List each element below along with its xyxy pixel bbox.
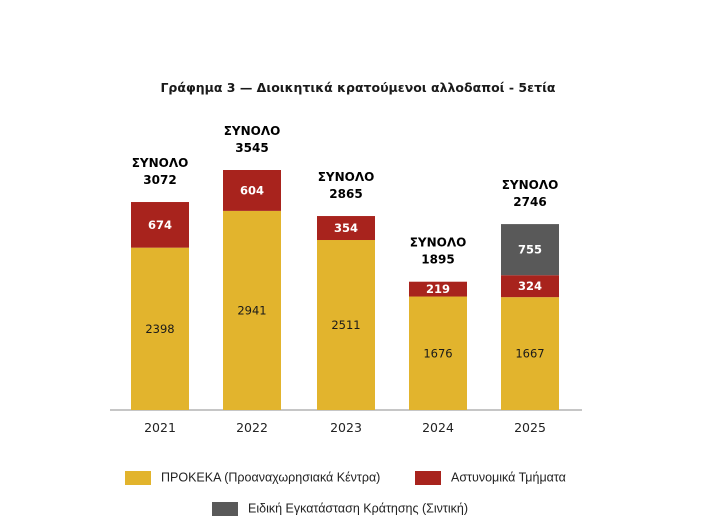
bar-segment-2024-series-1 [409,281,467,297]
chart-title: Γράφημα 3 — Διοικητικά κρατούμενοι αλλοδ… [160,80,556,95]
data-label-2025-series-0: 1667 [515,347,544,361]
legend-swatch-police-stations [415,470,441,485]
bar-segment-2025-series-2 [501,224,559,276]
legend-item-police-stations: Αστυνομικά Τμήματα [415,470,566,485]
data-label-2021-series-0: 2398 [145,322,174,336]
data-label-2022-series-1: 604 [240,183,264,197]
legend-swatch-special-facility [212,501,238,516]
data-label-2021-series-1: 674 [148,218,172,232]
bar-segment-2021-series-1 [131,202,189,248]
legend-label-prokeka: ΠΡΟΚΕΚΑ (Προαναχωρησιακά Κέντρα) [161,470,381,485]
data-label-2023-series-0: 2511 [331,318,360,332]
x-tick-label-2023: 2023 [330,420,362,435]
total-value-2022: 3545 [235,141,268,155]
total-value-2023: 2865 [329,187,362,201]
data-label-2022-series-0: 2941 [237,303,266,317]
total-value-2024: 1895 [421,253,454,267]
bar-segment-2022-series-0 [223,210,281,410]
total-label-2021: ΣΥΝΟΛΟ [132,156,189,170]
data-label-2025-series-2: 755 [518,243,542,257]
x-tick-label-2022: 2022 [236,420,268,435]
legend-label-special-facility: Ειδική Εγκατάσταση Κράτησης (Σιντική) [248,501,468,516]
x-tick-label-2025: 2025 [514,420,546,435]
legend-label-police-stations: Αστυνομικά Τμήματα [451,470,566,485]
total-value-2021: 3072 [143,173,176,187]
total-label-2022: ΣΥΝΟΛΟ [224,124,281,138]
bar-segment-2022-series-1 [223,170,281,211]
data-label-2025-series-1: 324 [518,279,542,293]
legend-item-prokeka: ΠΡΟΚΕΚΑ (Προαναχωρησιακά Κέντρα) [125,470,380,485]
total-value-2025: 2746 [513,195,546,209]
total-label-2023: ΣΥΝΟΛΟ [318,170,375,184]
x-tick-label-2024: 2024 [422,420,454,435]
data-label-2024-series-0: 1676 [423,346,452,360]
total-label-2024: ΣΥΝΟΛΟ [410,236,467,250]
bar-segment-2025-series-1 [501,275,559,298]
total-label-2025: ΣΥΝΟΛΟ [502,178,559,192]
data-label-2023-series-1: 354 [334,221,358,235]
legend-swatch-prokeka [125,470,151,485]
data-label-2024-series-1: 219 [426,282,450,296]
bar-segment-2025-series-0 [501,297,559,410]
bar-segment-2024-series-0 [409,296,467,410]
bar-segment-2023-series-1 [317,216,375,241]
x-tick-label-2021: 2021 [144,420,176,435]
bar-segment-2021-series-0 [131,247,189,410]
bar-segment-2023-series-0 [317,240,375,410]
legend-item-special-facility: Ειδική Εγκατάσταση Κράτησης (Σιντική) [212,501,468,516]
